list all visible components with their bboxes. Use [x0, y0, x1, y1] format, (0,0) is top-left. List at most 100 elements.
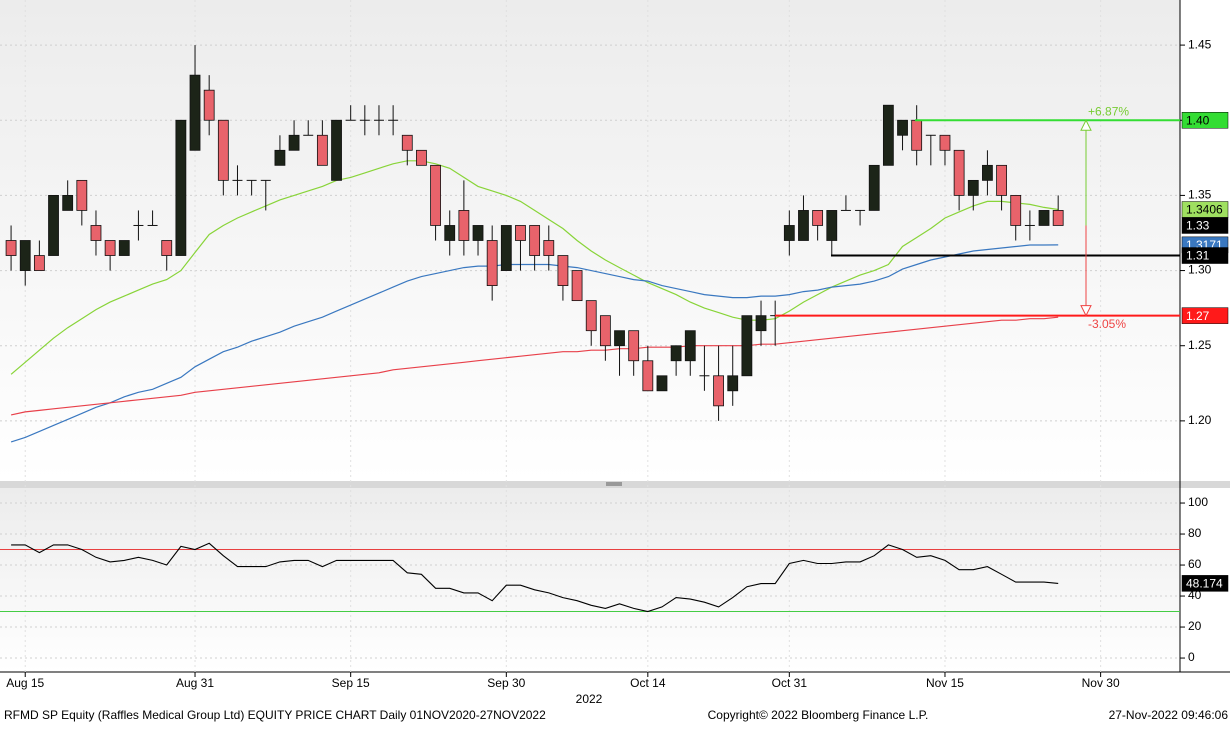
candle-body — [5, 240, 17, 256]
footer-center: Copyright© 2022 Bloomberg Finance L.P. — [708, 708, 929, 722]
candle-body — [472, 225, 484, 241]
candle-body — [812, 210, 824, 226]
candle-body — [741, 315, 753, 377]
candle-body — [1052, 210, 1064, 226]
candle-body — [529, 225, 541, 256]
x-tick-label: Oct 14 — [630, 676, 666, 690]
level-label: 1.27 — [1186, 309, 1210, 323]
level-label-box — [1181, 247, 1229, 264]
candle-body — [982, 164, 993, 181]
y-tick-label: 1.45 — [1188, 37, 1212, 51]
candle-body — [628, 330, 640, 362]
candle-body — [571, 270, 583, 302]
candle-body — [203, 89, 215, 121]
rsi-panel — [0, 488, 1180, 672]
candle-body — [331, 119, 342, 181]
y-tick-label: 0 — [1188, 650, 1195, 664]
candle-body — [614, 330, 625, 347]
candle-body — [500, 225, 512, 271]
candle-body — [1038, 210, 1050, 226]
y-tick-label: 1.25 — [1188, 338, 1212, 352]
candle-body — [33, 255, 45, 271]
y-tick-label: 20 — [1188, 619, 1202, 633]
level-label-box — [1181, 112, 1229, 129]
candle-body — [967, 179, 979, 196]
candle-body — [557, 255, 569, 286]
candle-body — [798, 210, 809, 241]
candle-body — [868, 164, 880, 211]
rsi-line — [11, 542, 1059, 613]
candle-body — [1010, 195, 1022, 226]
candle-body — [62, 195, 74, 211]
level-label-box — [1181, 307, 1229, 324]
footer-left: RFMD SP Equity (Raffles Medical Group Lt… — [4, 708, 546, 722]
x-tick-label: Sep 15 — [332, 676, 370, 690]
x-tick-label: Nov 30 — [1082, 676, 1120, 690]
candle-body — [90, 225, 102, 241]
candle-body — [189, 74, 201, 151]
measure-down-label: -3.05% — [1088, 317, 1126, 331]
divider-handle — [606, 482, 622, 486]
candle-body — [444, 225, 456, 241]
candle-body — [826, 210, 838, 241]
level-label: 1.31 — [1186, 249, 1210, 263]
candle-body — [458, 210, 470, 241]
rsi-last-label-box — [1181, 575, 1229, 592]
candle-body — [953, 149, 965, 196]
measure-up-head — [1080, 119, 1092, 131]
candle-body — [486, 240, 498, 286]
plot-layer: 1.20 1.25 1.30 1.35 1.40 1.45 Aug 15 Aug 31 Sep … — [0, 0, 1229, 690]
candle-body — [882, 104, 894, 166]
measure-down-head — [1080, 305, 1092, 317]
x-tick-label: Sep 30 — [487, 676, 525, 690]
candle-body — [783, 225, 795, 241]
candle-body — [76, 179, 88, 211]
footer-right: 27-Nov-2022 09:46:06 — [1109, 708, 1229, 722]
rsi-last-label: 48.174 — [1186, 577, 1223, 591]
y-tick-label: 80 — [1188, 526, 1202, 540]
candle-body — [416, 149, 427, 166]
candle-body — [274, 149, 286, 166]
candle-body — [684, 330, 696, 362]
last-close-label-box — [1181, 217, 1229, 234]
y-tick-label: 40 — [1188, 588, 1202, 602]
x-tick-label: Oct 31 — [772, 676, 808, 690]
moving-average — [10, 316, 1059, 416]
x-tick-label: Aug 31 — [176, 676, 214, 690]
candle-body — [19, 240, 31, 271]
candle-body — [996, 164, 1007, 196]
candle-body — [401, 134, 413, 151]
measure-up-label: +6.87% — [1088, 104, 1129, 118]
x-tick-label: Aug 15 — [6, 676, 44, 690]
candle-body — [118, 240, 130, 256]
candle-body — [543, 240, 555, 256]
candle-body — [897, 119, 908, 136]
x-tick-label: Nov 15 — [926, 676, 964, 690]
candle-body — [104, 240, 116, 256]
candle-body — [161, 240, 173, 256]
year-label: 2022 — [576, 692, 603, 706]
candle-body — [585, 300, 597, 332]
candle-body — [515, 225, 526, 241]
candle-body — [48, 195, 59, 256]
candle-body — [755, 315, 767, 332]
candle-body — [288, 134, 300, 151]
y-tick-label: 60 — [1188, 557, 1202, 571]
ma-last-label: 1.3406 — [1186, 203, 1223, 217]
candle-body — [670, 345, 682, 362]
candle-body — [939, 134, 951, 151]
candle-body — [217, 119, 229, 181]
last-close-label: 1.33 — [1186, 219, 1210, 233]
moving-average — [10, 160, 1059, 375]
candle-body — [316, 134, 328, 166]
candle-body — [430, 164, 441, 226]
candle-body — [656, 375, 668, 392]
candle-body — [599, 315, 611, 347]
candle-body — [175, 119, 187, 256]
candle-body — [911, 119, 923, 151]
y-tick-label: 1.35 — [1188, 188, 1212, 202]
level-label: 1.40 — [1186, 113, 1210, 127]
y-tick-label: 100 — [1188, 495, 1208, 509]
candle-body — [727, 375, 739, 392]
